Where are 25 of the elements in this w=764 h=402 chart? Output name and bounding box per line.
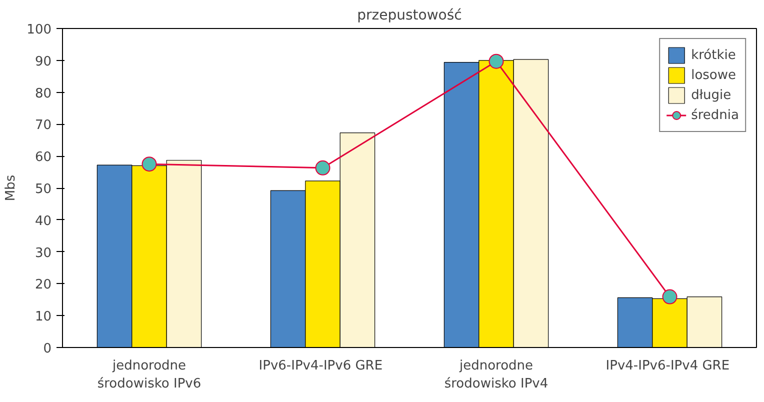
x-tick-label: jednorodne środowisko IPv6	[97, 358, 202, 392]
y-tick-label: 80	[34, 86, 52, 102]
x-tick-label: IPv4-IPv6-IPv4 GRE	[606, 358, 730, 374]
y-tick-label: 20	[34, 278, 52, 293]
y-tick-label: 50	[34, 182, 52, 197]
x-tick-label: IPv6-IPv4-IPv6 GRE	[258, 358, 383, 374]
point	[662, 289, 678, 304]
x-tick-label: jednorodne środowisko IPv4	[444, 358, 548, 392]
y-tick-label: 60	[34, 150, 52, 166]
legend-label: krótkie	[691, 48, 736, 62]
y-tick-label: 90	[34, 54, 52, 70]
legend-label: długie	[691, 88, 732, 102]
y-tick-label: 70	[34, 118, 52, 134]
point	[315, 160, 330, 176]
legend-label: losowe	[691, 68, 736, 82]
y-tick-label: 0	[43, 342, 52, 356]
y-tick-label: 100	[26, 22, 52, 38]
y-tick-label: 40	[34, 214, 52, 229]
y-tick-label: 30	[34, 246, 52, 261]
legend-label: średnia	[691, 108, 739, 122]
point	[488, 54, 504, 69]
y-axis-title: Mbs	[4, 174, 19, 202]
chart-title: przepustowość	[357, 8, 462, 24]
point	[142, 156, 157, 172]
y-tick-label: 10	[34, 310, 52, 325]
